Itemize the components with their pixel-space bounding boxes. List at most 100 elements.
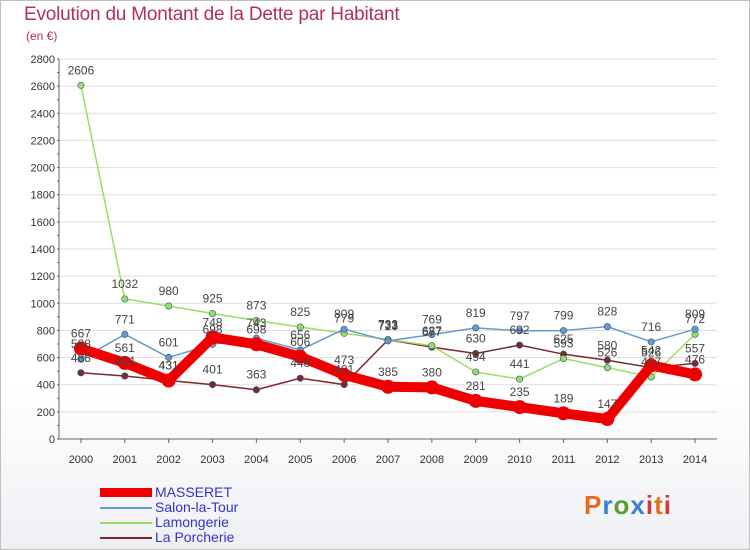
data-point-lamongerie xyxy=(472,368,480,376)
data-label-salon-la-tour: 588 xyxy=(71,337,91,351)
legend-swatch xyxy=(100,488,152,497)
data-label-la-porcherie: 692 xyxy=(510,323,530,337)
y-tick-label: 1800 xyxy=(31,190,55,202)
data-label-salon-la-tour: 723 xyxy=(378,319,398,333)
data-label-salon-la-tour: 771 xyxy=(115,312,135,326)
data-label-la-porcherie: 431 xyxy=(159,359,179,373)
data-point-lamongerie xyxy=(77,81,85,89)
chart-title: Evolution du Montant de la Dette par Hab… xyxy=(24,4,400,25)
data-label-salon-la-tour: 819 xyxy=(466,306,486,320)
data-label-lamongerie: 733 xyxy=(378,318,398,332)
data-point-masseret xyxy=(249,337,264,352)
legend-item-la-porcherie: La Porcherie xyxy=(100,530,238,545)
data-label-la-porcherie: 526 xyxy=(641,346,661,360)
data-label-masseret: 281 xyxy=(466,379,486,393)
data-point-la-porcherie xyxy=(121,372,129,380)
data-label-salon-la-tour: 809 xyxy=(685,307,705,321)
data-point-masseret xyxy=(468,393,483,408)
data-point-salon-la-tour xyxy=(121,330,129,338)
data-label-salon-la-tour: 698 xyxy=(203,322,223,336)
y-tick-label: 0 xyxy=(49,434,55,446)
data-point-salon-la-tour xyxy=(384,337,392,345)
data-label-la-porcherie: 625 xyxy=(553,332,573,346)
data-point-salon-la-tour xyxy=(516,327,524,335)
data-point-salon-la-tour xyxy=(647,338,655,346)
data-point-salon-la-tour xyxy=(165,353,173,361)
x-tick-label: 2013 xyxy=(639,454,663,466)
data-point-la-porcherie xyxy=(340,381,348,389)
data-label-salon-la-tour: 809 xyxy=(334,307,354,321)
data-label-lamongerie: 873 xyxy=(246,299,266,313)
data-point-la-porcherie xyxy=(516,341,524,349)
x-tick-label: 2007 xyxy=(376,454,400,466)
data-label-lamongerie: 687 xyxy=(422,324,442,338)
data-label-la-porcherie: 731 xyxy=(378,318,398,332)
data-label-la-porcherie: 630 xyxy=(466,332,486,346)
data-label-masseret: 542 xyxy=(641,343,661,357)
data-label-masseret: 147 xyxy=(597,397,617,411)
data-point-masseret xyxy=(512,400,527,415)
data-label-lamongerie: 2606 xyxy=(68,63,95,77)
data-point-lamongerie xyxy=(559,355,567,363)
legend-swatch xyxy=(100,536,152,539)
data-point-salon-la-tour xyxy=(77,355,85,363)
data-label-masseret: 431 xyxy=(159,359,179,373)
data-point-lamongerie xyxy=(209,309,217,317)
y-tick-label: 800 xyxy=(37,325,55,337)
data-label-la-porcherie: 464 xyxy=(115,354,135,368)
data-point-lamongerie xyxy=(121,295,129,303)
data-label-masseret: 385 xyxy=(378,365,398,379)
data-label-lamongerie: 1032 xyxy=(111,277,138,291)
y-tick-label: 1200 xyxy=(31,271,55,283)
data-label-salon-la-tour: 828 xyxy=(597,305,617,319)
data-point-masseret xyxy=(205,330,220,345)
data-label-salon-la-tour: 601 xyxy=(159,335,179,349)
data-label-lamongerie: 980 xyxy=(159,284,179,298)
data-point-la-porcherie xyxy=(296,374,304,382)
legend-item-lamongerie: Lamongerie xyxy=(100,515,238,530)
data-point-salon-la-tour xyxy=(428,331,436,339)
legend-swatch xyxy=(100,506,152,509)
y-tick-label: 2000 xyxy=(31,163,55,175)
data-point-lamongerie xyxy=(516,375,524,383)
data-point-lamongerie xyxy=(603,364,611,372)
data-point-masseret xyxy=(644,358,659,373)
data-label-la-porcherie: 557 xyxy=(685,341,705,355)
x-tick-label: 2012 xyxy=(595,454,619,466)
y-tick-label: 400 xyxy=(37,380,55,392)
x-tick-label: 2004 xyxy=(244,454,268,466)
data-point-lamongerie xyxy=(165,302,173,310)
data-point-lamongerie xyxy=(428,342,436,350)
x-tick-label: 2006 xyxy=(332,454,356,466)
data-label-masseret: 561 xyxy=(115,341,135,355)
chart-legend: MASSERET Salon-la-Tour Lamongerie La Porche… xyxy=(100,485,238,545)
data-point-salon-la-tour xyxy=(603,323,611,331)
x-tick-label: 2009 xyxy=(463,454,487,466)
data-point-salon-la-tour xyxy=(340,325,348,333)
data-point-masseret xyxy=(556,406,571,421)
data-label-lamongerie: 457 xyxy=(641,355,661,369)
x-tick-label: 2008 xyxy=(420,454,444,466)
data-point-la-porcherie xyxy=(472,349,480,357)
legend-item-masseret: MASSERET xyxy=(100,485,238,500)
data-point-lamongerie xyxy=(252,317,260,325)
y-tick-label: 1000 xyxy=(31,298,55,310)
x-tick-label: 2011 xyxy=(552,454,576,466)
data-label-masseret: 748 xyxy=(203,315,223,329)
data-point-salon-la-tour xyxy=(472,324,480,332)
x-tick-label: 2000 xyxy=(69,454,93,466)
y-tick-label: 1600 xyxy=(31,217,55,229)
y-tick-label: 2400 xyxy=(31,108,55,120)
data-label-la-porcherie: 488 xyxy=(71,351,91,365)
y-tick-label: 600 xyxy=(37,353,55,365)
y-tick-label: 2200 xyxy=(31,135,55,147)
x-tick-label: 2005 xyxy=(288,454,312,466)
data-label-masseret: 235 xyxy=(510,385,530,399)
data-point-masseret xyxy=(688,367,703,382)
data-point-salon-la-tour xyxy=(559,327,567,335)
data-point-masseret xyxy=(293,349,308,364)
legend-label: MASSERET xyxy=(155,484,233,500)
data-point-masseret xyxy=(381,379,395,394)
data-point-masseret xyxy=(73,341,88,356)
